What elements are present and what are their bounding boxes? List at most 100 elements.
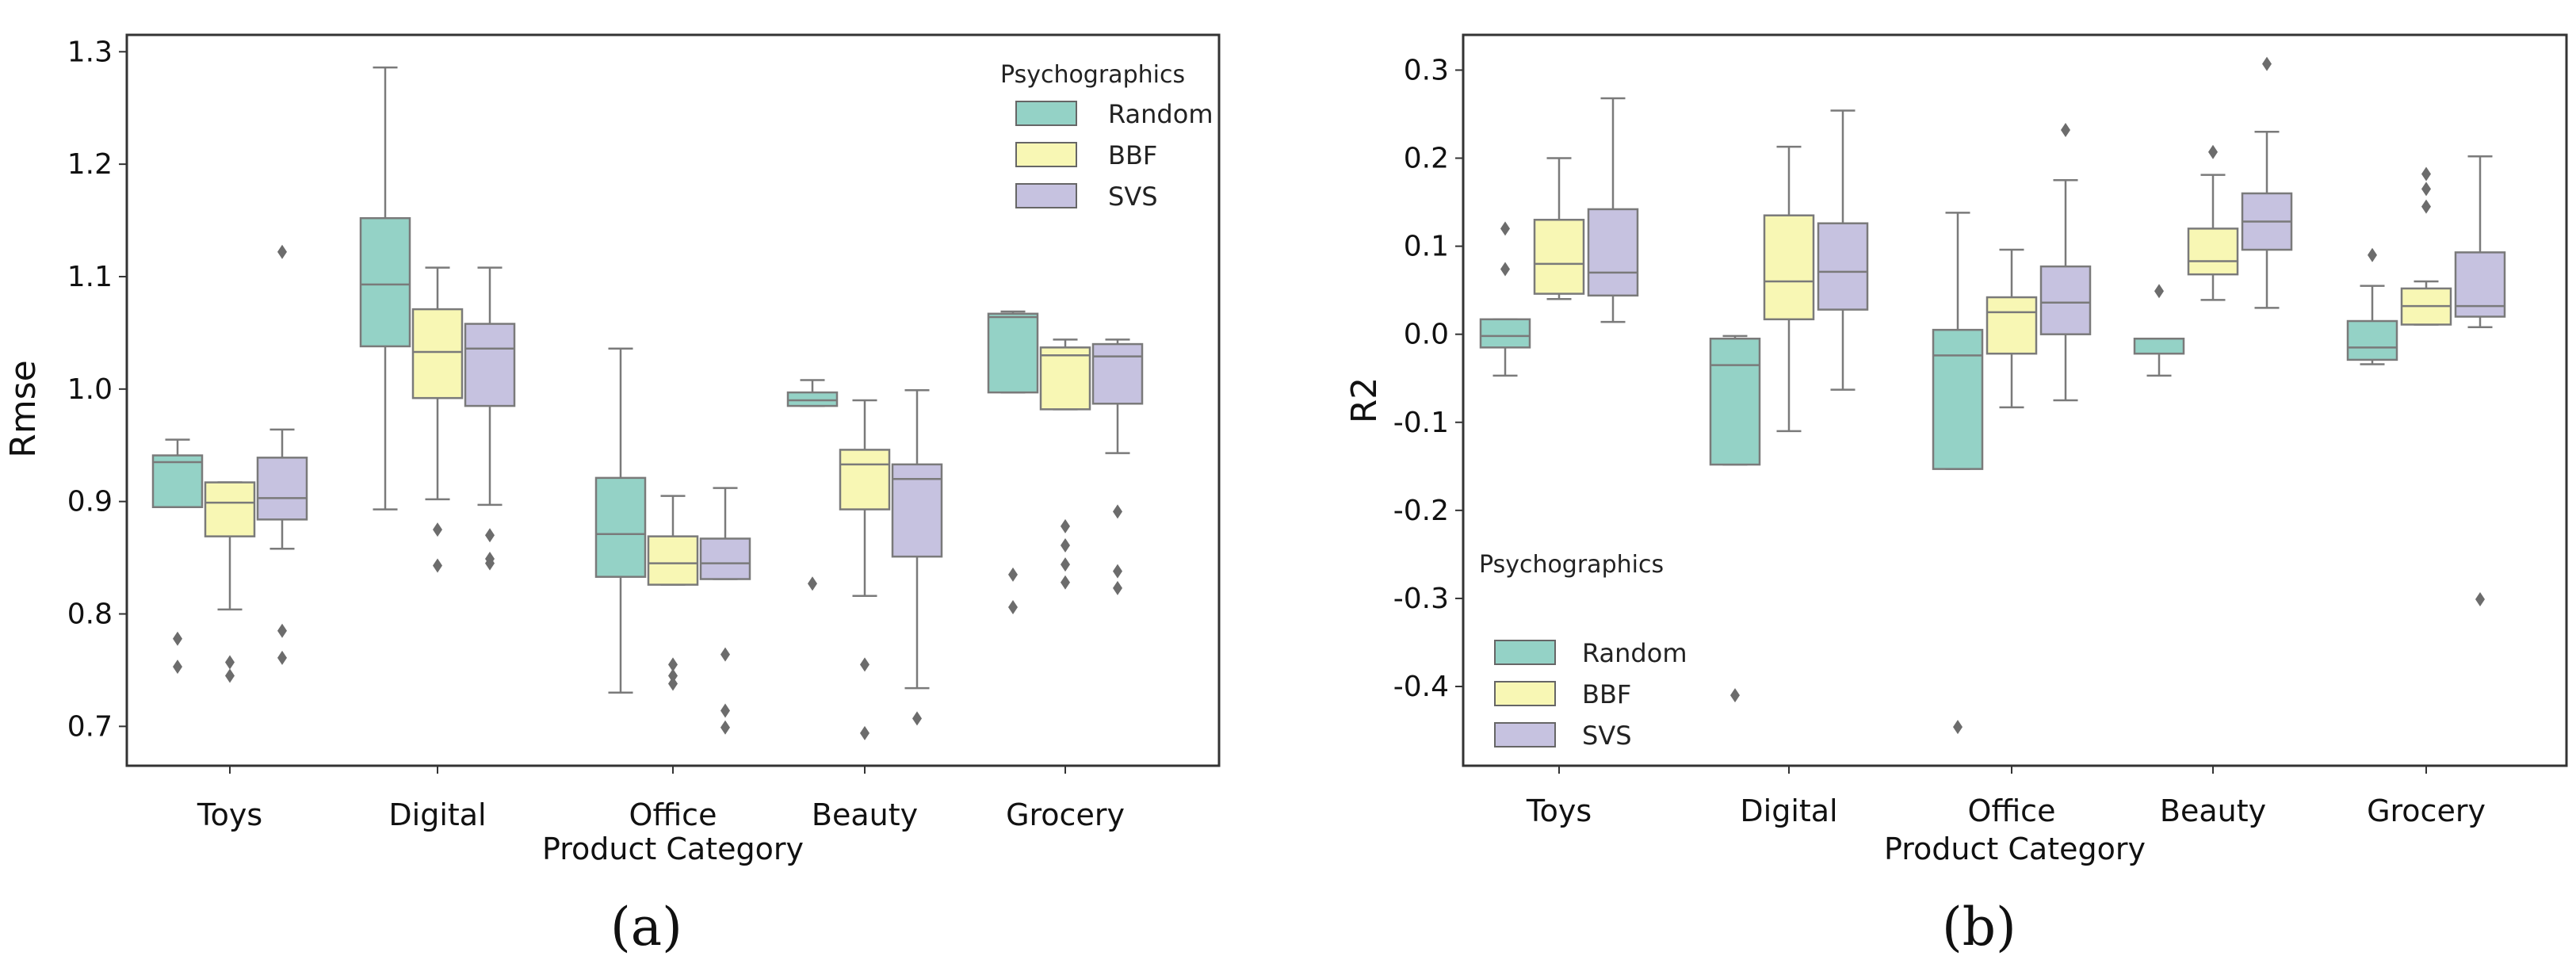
box-bbf-toys — [204, 481, 256, 683]
x-tick-label: Digital — [388, 797, 486, 832]
box-iqr — [2039, 265, 2092, 335]
outlier-point — [1500, 221, 1510, 236]
box-random-digital — [1709, 335, 1761, 703]
y-tick-label: 0.2 — [1404, 143, 1449, 175]
y-tick-label: -0.1 — [1393, 407, 1449, 439]
outlier-point — [1061, 518, 1070, 533]
y-tick-label: -0.4 — [1393, 671, 1449, 703]
y-tick-label: 0.8 — [67, 598, 113, 631]
outlier-point — [277, 244, 287, 259]
box-bbf-beauty — [2187, 144, 2239, 301]
box-iqr — [839, 449, 891, 510]
box-iqr — [2133, 337, 2185, 355]
outlier-point — [1061, 537, 1070, 552]
box-iqr — [359, 216, 411, 348]
outlier-point — [1113, 580, 1122, 595]
y-axis-label-b: R2 — [1344, 377, 1385, 424]
plot-frame-b — [1462, 33, 2568, 767]
y-tick-label: 0.7 — [67, 710, 113, 743]
legend-swatch-random-a — [1015, 101, 1077, 126]
x-axis-label-b: Product Category — [1884, 832, 2146, 866]
outlier-point — [225, 655, 235, 670]
legend-swatch-svs-b — [1494, 722, 1556, 748]
x-ticks-b: Toys Digital Office Beauty Grocery — [1526, 766, 2486, 828]
outlier-point — [2208, 144, 2218, 159]
box-iqr — [1039, 346, 1091, 411]
outlier-point — [277, 623, 287, 638]
outlier-point — [860, 725, 869, 740]
outlier-point — [1953, 720, 1963, 735]
boxes-a — [151, 66, 1144, 740]
x-tick-label: Digital — [1740, 793, 1837, 828]
outlier-point — [860, 657, 869, 672]
box-iqr — [1709, 337, 1761, 466]
box-iqr — [411, 308, 464, 400]
outlier-point — [225, 668, 235, 683]
x-tick-label: Toys — [197, 797, 262, 832]
box-iqr — [464, 323, 516, 407]
box-random-toys — [1479, 221, 1531, 377]
box-random-office — [1932, 212, 1984, 735]
box-svs-grocery — [1091, 338, 1144, 595]
box-iqr — [2346, 319, 2398, 361]
legend-label-random-a: Random — [1108, 99, 1213, 129]
box-iqr — [2187, 228, 2239, 276]
outlier-point — [1113, 564, 1122, 579]
outlier-point — [2421, 166, 2431, 182]
x-tick-label: Beauty — [812, 797, 918, 832]
y-tick-label: -0.2 — [1393, 495, 1449, 527]
box-iqr — [1587, 208, 1639, 297]
y-tick-label: 1.2 — [67, 148, 113, 181]
outlier-point — [1061, 557, 1070, 572]
outlier-point — [2368, 247, 2377, 262]
box-bbf-grocery — [2400, 166, 2452, 326]
x-tick-label: Toys — [1526, 793, 1592, 828]
box-iqr — [699, 537, 751, 580]
outlier-point — [1730, 688, 1740, 703]
legend-label-bbf-a: BBF — [1108, 140, 1157, 170]
x-axis-label-a: Product Category — [542, 832, 804, 866]
box-svs-beauty — [891, 388, 943, 726]
legend-swatch-bbf-a — [1015, 142, 1077, 167]
y-tick-label: 0.1 — [1404, 231, 1449, 263]
legend-b: Psychographics Random BBF SVS — [1479, 551, 1687, 751]
outlier-point — [1113, 504, 1122, 519]
outlier-point — [1008, 599, 1018, 614]
outlier-point — [912, 711, 922, 726]
box-iqr — [256, 457, 308, 521]
box-random-toys — [151, 438, 204, 675]
outlier-point — [720, 703, 730, 718]
y-tick-label: 1.0 — [67, 373, 113, 406]
y-tick-label: 0.3 — [1404, 54, 1449, 86]
outlier-point — [668, 668, 678, 683]
legend-label-random-b: Random — [1582, 638, 1687, 668]
box-bbf-toys — [1533, 157, 1585, 300]
outlier-point — [485, 556, 495, 571]
box-svs-office — [699, 487, 751, 735]
legend-swatch-random-b — [1494, 640, 1556, 665]
outlier-point — [720, 647, 730, 662]
box-iqr — [1986, 296, 2038, 355]
y-tick-label: 0.0 — [1404, 319, 1449, 351]
y-tick-label: -0.3 — [1393, 583, 1449, 615]
y-ticks-b: 0.3 0.2 0.1 0.0 -0.1 -0.2 -0.3 -0.4 — [1393, 54, 1463, 703]
outlier-point — [668, 657, 678, 672]
box-random-beauty — [2133, 284, 2185, 377]
box-random-beauty — [786, 379, 839, 591]
box-iqr — [987, 312, 1039, 394]
box-iqr — [1932, 328, 1984, 470]
x-tick-label: Grocery — [2367, 793, 2486, 828]
box-iqr — [1091, 342, 1144, 405]
legend-a: Psychographics Random BBF SVS — [1000, 61, 1213, 212]
box-iqr — [151, 454, 204, 509]
box-bbf-grocery — [1039, 338, 1091, 590]
box-iqr — [1533, 219, 1585, 295]
outlier-point — [2154, 284, 2164, 299]
x-tick-label: Beauty — [2160, 793, 2266, 828]
outlier-point — [2421, 182, 2431, 197]
box-random-grocery — [2346, 247, 2398, 365]
boxes-b — [1479, 56, 2506, 735]
legend-swatch-svs-a — [1015, 183, 1077, 208]
box-bbf-digital — [1763, 145, 1815, 433]
